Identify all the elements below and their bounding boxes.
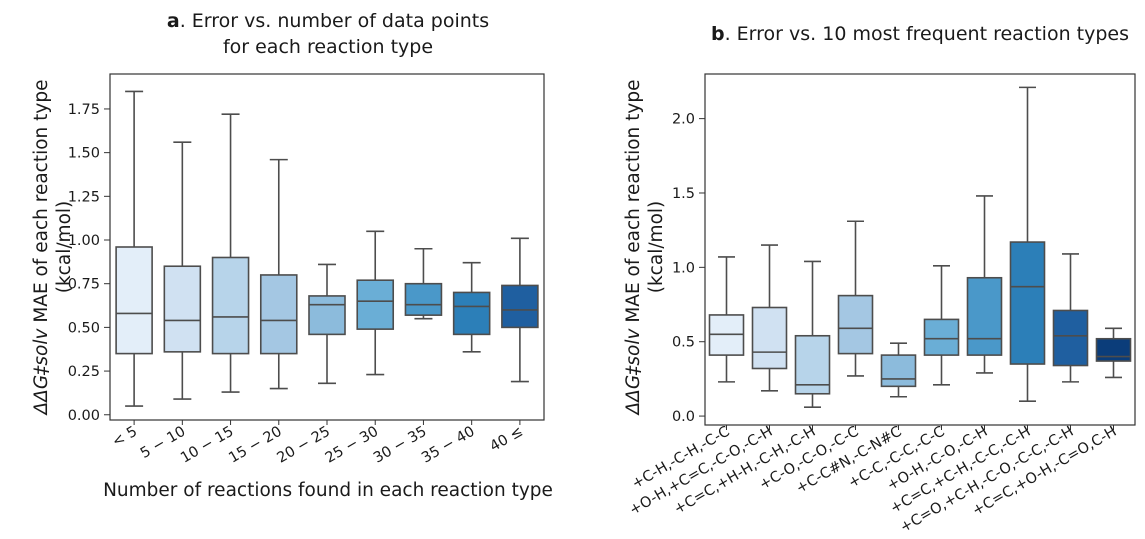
panel-b-ytick-label: 1.0	[672, 260, 695, 276]
panel-a-ylabel-unit: (kcal/mol)	[54, 201, 75, 294]
panel-a-xtick-label: 25 − 30	[323, 424, 381, 467]
panel-b-ylabel: ΔΔG‡solv MAE of each reaction type	[623, 80, 644, 417]
panel-a-box	[115, 246, 153, 355]
panel-b-title-line1: b. Error vs. 10 most frequent reaction t…	[711, 23, 1129, 45]
panel-a-box	[404, 282, 443, 316]
panel-a-ytick-label: 1.75	[68, 102, 100, 118]
panel-b-box	[880, 354, 917, 388]
panel-a-xtick-label: 10 − 15	[178, 424, 236, 467]
panel-a-ytick-label: 1.25	[68, 189, 100, 205]
panel-b-ytick-label: 1.5	[672, 186, 695, 202]
panel-b-box	[1095, 337, 1132, 362]
panel-b-box	[751, 306, 788, 370]
panel-a-ytick-label: 0.00	[68, 408, 100, 424]
panel-a-title-text: . Error vs. number of data points	[180, 10, 489, 32]
panel-b-chart: 0.00.51.01.52.0+C-H,-C-H,-C-C+O-H,+C=C,-…	[627, 86, 1132, 536]
panel-a-ylabel-text: MAE of each reaction type	[31, 80, 52, 329]
panel-a-ylabel: ΔΔG‡solv MAE of each reaction type	[31, 80, 52, 417]
panel-b-ytick-label: 0.5	[672, 335, 695, 351]
panel-b-box	[1009, 241, 1046, 365]
panel-b-title-letter: b	[711, 23, 725, 45]
panel-a-box	[163, 265, 202, 353]
panel-a-ytick-label: 0.50	[68, 320, 100, 336]
panel-a-title-letter: a	[167, 10, 180, 32]
panel-a-ytick-label: 0.75	[68, 277, 100, 293]
panel-a-ytick-label: 0.25	[68, 364, 100, 380]
panel-a-xtick-label: < 5	[110, 424, 141, 451]
panel-b-box	[837, 294, 874, 355]
panel-a-box	[308, 295, 346, 336]
panel-b-box	[923, 318, 960, 356]
panel-a-chart: 0.000.250.500.751.001.251.501.75< 55 − 1…	[68, 90, 539, 467]
panel-b-ylabel-unit: (kcal/mol)	[646, 201, 667, 294]
panel-a-box	[452, 291, 491, 336]
panel-b-box	[1052, 309, 1089, 367]
panel-b-box	[966, 276, 1003, 356]
panel-b-ylabel-text: MAE of each reaction type	[623, 80, 644, 329]
panel-b-ytick-label: 2.0	[672, 112, 695, 128]
panel-a-xtick-label: 15 − 20	[226, 424, 284, 467]
panel-a-box	[211, 256, 250, 355]
panel-a-xtick-label: 20 − 25	[275, 424, 333, 467]
panel-a-ytick-label: 1.50	[68, 146, 100, 162]
panel-b-plot-frame	[704, 73, 1136, 426]
panel-a-xlabel: Number of reactions found in each reacti…	[103, 480, 553, 501]
panel-a-box	[501, 284, 539, 329]
panel-a-xtick-label: 35 − 40	[419, 424, 477, 467]
panel-a-xtick-label: 30 − 35	[371, 424, 429, 467]
panel-a-ytick-label: 1.00	[68, 233, 100, 249]
panel-a-box	[356, 279, 395, 330]
panel-a-ylabel-math: ΔΔG‡solv	[31, 327, 52, 416]
panel-a-box	[259, 274, 298, 355]
panel-b-ytick-label: 0.0	[672, 409, 695, 425]
panel-b-title-text: . Error vs. 10 most frequent reaction ty…	[725, 23, 1129, 45]
panel-b-ylabel-math: ΔΔG‡solv	[623, 327, 644, 416]
panel-a-title-line1: a. Error vs. number of data points	[167, 10, 489, 32]
panel-a-title-line2: for each reaction type	[223, 36, 433, 58]
panel-a-xtick-label: 40 ≤	[487, 424, 526, 455]
